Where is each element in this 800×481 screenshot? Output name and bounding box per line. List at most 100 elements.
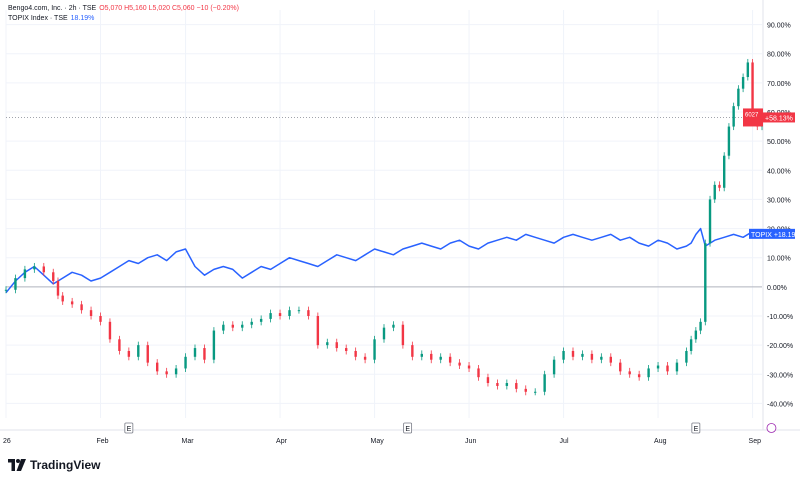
candle-body bbox=[137, 345, 140, 357]
last-price-change: +58.13% bbox=[765, 115, 793, 122]
candle-body bbox=[637, 374, 641, 378]
ohlc-values: O5,070 H5,160 L5,020 C5,060 −10 (−0.20%) bbox=[99, 5, 239, 12]
candle-body bbox=[723, 155, 726, 188]
candle-body bbox=[89, 310, 93, 316]
candle-body bbox=[212, 330, 216, 360]
candle-body bbox=[363, 356, 367, 360]
x-tick-label: May bbox=[371, 438, 385, 445]
x-tick-label: Sep bbox=[749, 438, 762, 445]
zero-line bbox=[6, 117, 762, 288]
candle-body bbox=[335, 342, 338, 349]
candle-body bbox=[515, 383, 518, 389]
candle-body bbox=[628, 371, 631, 375]
candle-body bbox=[737, 88, 740, 107]
candle-body bbox=[552, 359, 556, 375]
candle-body bbox=[278, 313, 282, 316]
candle-body bbox=[56, 281, 60, 296]
y-tick-label: 40.00% bbox=[767, 168, 791, 175]
candle-body bbox=[477, 368, 480, 378]
y-tick-label: 90.00% bbox=[767, 23, 791, 30]
candle-body bbox=[619, 362, 622, 372]
candle-body bbox=[269, 313, 272, 319]
candle-body bbox=[165, 371, 168, 375]
candle-body bbox=[543, 374, 546, 392]
candle-body bbox=[52, 272, 55, 282]
candle-body bbox=[316, 316, 320, 346]
candle-body bbox=[486, 377, 490, 384]
candle-body bbox=[467, 365, 471, 369]
topix-series bbox=[5, 227, 763, 294]
earnings-marker[interactable] bbox=[124, 422, 134, 434]
tradingview-logo-icon bbox=[8, 459, 26, 471]
candle-body bbox=[401, 324, 405, 346]
y-tick-label: 50.00% bbox=[767, 139, 791, 146]
candle-body bbox=[288, 310, 291, 316]
candle-body bbox=[146, 345, 149, 363]
brand-name: TradingView bbox=[30, 458, 101, 472]
earnings-marker-label: E bbox=[694, 426, 699, 433]
candle-body bbox=[656, 365, 660, 369]
candle-body bbox=[354, 350, 357, 357]
candle-body bbox=[420, 353, 423, 357]
candle-body bbox=[439, 356, 442, 360]
candle-body bbox=[534, 391, 537, 393]
candle-body bbox=[704, 243, 707, 322]
x-axis: 26 Feb Mar Apr May Jun Jul Aug Sep bbox=[0, 429, 800, 445]
candle-body bbox=[448, 356, 452, 363]
candle-body bbox=[231, 324, 234, 328]
last-price-change-badge bbox=[763, 112, 795, 123]
candle-body bbox=[458, 362, 461, 366]
topix-title: TOPIX Index · TSE bbox=[8, 15, 68, 22]
price-labels: 6027 +58.13% TOPIX +18.19% bbox=[743, 108, 800, 239]
candle-body bbox=[193, 348, 197, 357]
topix-legend-row[interactable]: TOPIX Index · TSE 18.19% bbox=[8, 14, 239, 24]
chart-legend: Bengo4.com, Inc. · 2h · TSE O5,070 H5,160… bbox=[8, 4, 239, 24]
candle-body bbox=[61, 295, 64, 302]
candle-body bbox=[571, 350, 575, 357]
earnings-marker-label: E bbox=[127, 426, 132, 433]
candle-body bbox=[751, 62, 754, 112]
x-tick-label: Jul bbox=[560, 438, 569, 445]
grid bbox=[5, 10, 762, 418]
candle-body bbox=[80, 304, 83, 311]
candle-body bbox=[326, 342, 329, 346]
candle-body bbox=[241, 324, 244, 328]
y-tick-label: -10.00% bbox=[767, 314, 793, 321]
earnings-marker[interactable] bbox=[691, 422, 701, 434]
candle-body bbox=[33, 266, 36, 270]
candle-body bbox=[203, 348, 206, 360]
y-tick-label: 80.00% bbox=[767, 52, 791, 59]
x-tick-label: 26 bbox=[3, 438, 11, 445]
y-tick-label: -20.00% bbox=[767, 343, 793, 350]
candle-body bbox=[70, 301, 74, 305]
y-tick-label: 30.00% bbox=[767, 197, 791, 204]
candle-body bbox=[590, 353, 594, 360]
earnings-marker[interactable] bbox=[403, 422, 413, 434]
candle-body bbox=[581, 353, 584, 357]
candle-body bbox=[675, 362, 679, 372]
x-tick-label: Apr bbox=[276, 438, 288, 445]
candle-body bbox=[741, 77, 745, 89]
tradingview-brand[interactable]: TradingView bbox=[8, 458, 100, 472]
symbol-legend-row[interactable]: Bengo4.com, Inc. · 2h · TSE O5,070 H5,160… bbox=[8, 4, 239, 14]
candle-body bbox=[345, 348, 348, 351]
candle-body bbox=[118, 339, 121, 351]
candle-body bbox=[732, 106, 735, 127]
x-tick-label: Feb bbox=[97, 438, 109, 445]
candle-body bbox=[382, 327, 386, 340]
candle-body bbox=[746, 62, 750, 78]
candle-body bbox=[4, 289, 8, 291]
x-tick-label: Aug bbox=[654, 438, 667, 445]
dividend-marker[interactable] bbox=[766, 423, 777, 433]
topix-badge bbox=[749, 228, 795, 239]
candle-body bbox=[430, 353, 433, 360]
candle-body bbox=[666, 365, 669, 372]
candle-body bbox=[222, 324, 225, 331]
candle-body bbox=[505, 383, 509, 386]
candle-body bbox=[99, 316, 102, 322]
candle-body bbox=[174, 368, 178, 375]
topix-line bbox=[5, 227, 763, 294]
candle-body bbox=[727, 126, 731, 156]
candle-body bbox=[23, 269, 27, 279]
